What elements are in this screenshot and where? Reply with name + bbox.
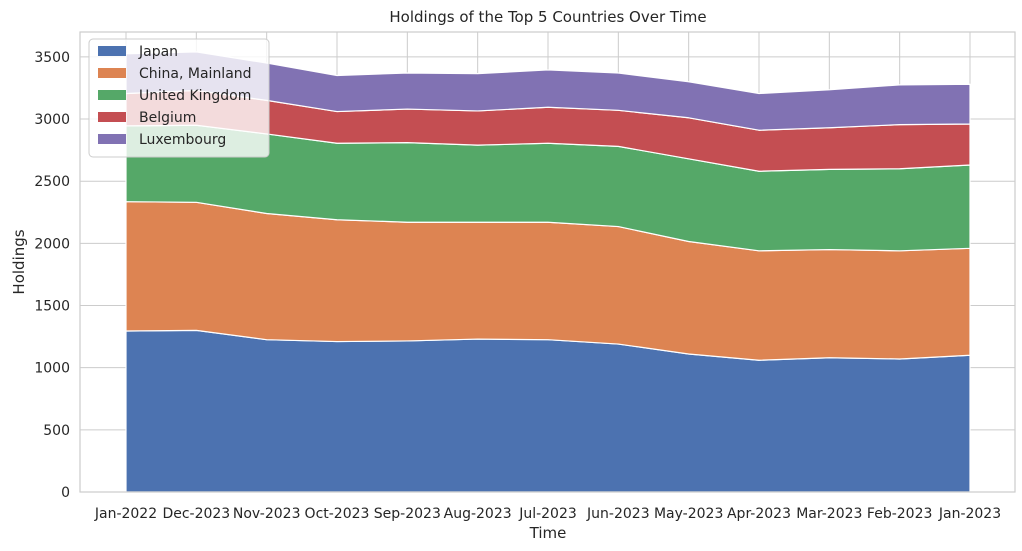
legend: Japan China, Mainland United Kingdom Belgiu… [88,38,270,158]
legend-swatch-belgium [98,112,126,122]
area-series [125,51,971,493]
y-tick-label: 3000 [34,112,70,128]
x-tick-label: Dec-2023 [162,506,230,522]
legend-label-japan: Japan [138,44,178,60]
legend-swatch-japan [98,46,126,56]
legend-label-luxembourg: Luxembourg [139,132,226,148]
x-tick-label: Nov-2023 [233,506,301,522]
y-tick-label: 2000 [34,236,70,252]
area-luxembourg [125,51,971,131]
y-tick-label: 500 [43,423,70,439]
legend-swatch-united-kingdom [98,90,126,100]
legend-swatch-china-mainland [98,68,126,78]
x-tick-label: Sep-2023 [374,506,441,522]
x-tick-label: Oct-2023 [305,506,370,522]
x-tick-label: Apr-2023 [727,506,791,522]
y-tick-label: 2500 [34,174,70,190]
legend-label-china-mainland: China, Mainland [139,66,252,82]
x-axis-label: Time [529,524,567,542]
y-axis-ticks: 0 500 1000 1500 2000 2500 3000 3500 [34,50,70,501]
x-tick-label: Jan-2022 [94,506,157,522]
legend-box [88,38,270,158]
plot-frame [79,31,1016,493]
x-axis-ticks: Jan-2022 Dec-2023 Nov-2023 Oct-2023 Sep-2023… [94,506,1001,522]
legend-swatch-luxembourg [98,134,126,144]
y-tick-label: 1500 [34,299,70,315]
x-tick-label: May-2023 [654,506,723,522]
x-tick-label: Jul-2023 [518,506,577,522]
y-axis-label: Holdings [10,229,28,294]
x-tick-label: Feb-2023 [867,506,932,522]
y-tick-label: 0 [61,485,70,501]
y-tick-label: 3500 [34,50,70,66]
x-tick-label: Jun-2023 [586,506,650,522]
y-tick-label: 1000 [34,361,70,377]
x-tick-label: Mar-2023 [796,506,862,522]
x-tick-label: Jan-2023 [938,506,1001,522]
legend-label-belgium: Belgium [139,110,196,126]
legend-label-united-kingdom: United Kingdom [139,88,251,104]
chart-title: Holdings of the Top 5 Countries Over Tim… [389,8,706,26]
x-tick-label: Aug-2023 [444,506,512,522]
